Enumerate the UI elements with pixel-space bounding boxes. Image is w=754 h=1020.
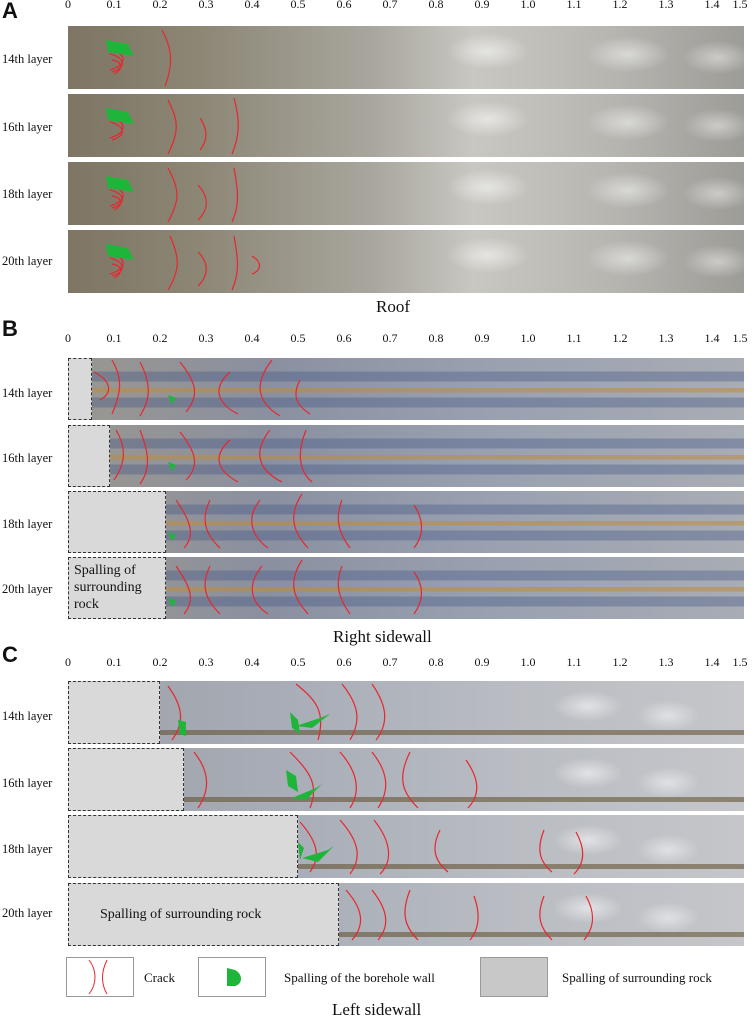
rock-spalling-area — [68, 815, 298, 878]
tick-label: 0.6 — [336, 0, 352, 11]
panel-title-roof: Roof — [376, 297, 410, 316]
tick-label: 0.9 — [474, 655, 490, 669]
tick-label: 1.0 — [520, 331, 536, 345]
layer-label: 16th layer — [2, 451, 53, 465]
tick-label: 0 — [65, 331, 71, 345]
tick-label: 0.8 — [428, 331, 444, 345]
tick-label: 0.6 — [336, 655, 352, 669]
tick-label: 1.3 — [658, 331, 674, 345]
tick-label: 0 — [65, 655, 71, 669]
tick-label: 0.6 — [336, 331, 352, 345]
legend-crack-swatch — [66, 957, 134, 997]
layer-label: 14th layer — [2, 52, 53, 66]
rock-spalling-area — [68, 748, 184, 811]
tick-label: 0.7 — [382, 655, 398, 669]
tick-label: 1.0 — [520, 0, 536, 11]
tick-label: 1.0 — [520, 655, 536, 669]
tick-label: 0.7 — [382, 0, 398, 11]
layer-label: 18th layer — [2, 517, 53, 531]
layer-label: 20th layer — [2, 906, 53, 920]
spalling-annotation: Spalling of surrounding rock — [74, 563, 142, 612]
crack-icon — [88, 959, 108, 995]
tick-label: 0.5 — [290, 0, 306, 11]
legend-rock-label: Spalling of surrounding rock — [562, 970, 712, 985]
tick-label: 0.2 — [152, 655, 168, 669]
tick-label: 0.2 — [152, 0, 168, 11]
tick-label: 0 — [65, 0, 71, 11]
tick-label: 1.4 — [704, 655, 720, 669]
tick-label: 0.5 — [290, 655, 306, 669]
panel-title-right-sidewall: Right sidewall — [333, 627, 432, 646]
tick-label: 1.2 — [612, 655, 628, 669]
rock-spalling-area — [68, 557, 166, 619]
tick-label: 1.4 — [704, 0, 720, 11]
layer-label: 14th layer — [2, 386, 53, 400]
panel-label-a: A — [2, 0, 18, 23]
tick-label: 0.4 — [244, 0, 260, 11]
tick-label: 0.1 — [106, 331, 122, 345]
tick-label: 1.1 — [566, 655, 582, 669]
tick-label: 0.9 — [474, 0, 490, 11]
rock-spalling-area — [68, 883, 339, 946]
borehole-image-left-14 — [68, 681, 744, 744]
tick-label: 1.1 — [566, 0, 582, 11]
panel-title-left-sidewall: Left sidewall — [332, 1000, 422, 1019]
spalling-annotation: Spalling of surrounding rock — [100, 907, 262, 922]
tick-label: 0.5 — [290, 331, 306, 345]
layer-label: 18th layer — [2, 187, 53, 201]
borehole-image-right-20 — [68, 557, 744, 619]
borehole-image-right-16 — [68, 425, 744, 487]
x-axis-roof: 0 0.1 0.2 0.3 0.4 0.5 0.6 0.7 0.8 0.9 1.… — [0, 0, 754, 17]
tick-label: 0.4 — [244, 331, 260, 345]
tick-label: 1.1 — [566, 331, 582, 345]
tick-label: 0.3 — [198, 655, 214, 669]
layer-label: 18th layer — [2, 842, 53, 856]
tick-label: 1.5 — [732, 655, 748, 669]
x-axis-left-sidewall: 0 0.1 0.2 0.3 0.4 0.5 0.6 0.7 0.8 0.9 1.… — [0, 655, 754, 675]
tick-label: 1.3 — [658, 0, 674, 11]
rock-spalling-area — [68, 681, 160, 744]
layer-label: 16th layer — [2, 776, 53, 790]
borehole-image-right-18 — [68, 491, 744, 553]
tick-label: 0.1 — [106, 655, 122, 669]
borehole-spalling-icon — [227, 968, 241, 986]
layer-label: 16th layer — [2, 120, 53, 134]
borehole-image-right-14 — [68, 358, 744, 420]
panel-label-b: B — [2, 316, 18, 341]
tick-label: 1.3 — [658, 655, 674, 669]
tick-label: 0.7 — [382, 331, 398, 345]
borehole-image-roof-20 — [68, 230, 744, 293]
rock-spalling-area — [68, 358, 92, 420]
tick-label: 0.8 — [428, 0, 444, 11]
rock-spalling-area — [68, 491, 166, 553]
layer-label: 14th layer — [2, 709, 53, 723]
rock-spalling-area — [68, 425, 110, 487]
tick-label: 0.9 — [474, 331, 490, 345]
legend-borehole-label: Spalling of the borehole wall — [284, 970, 435, 985]
tick-label: 0.2 — [152, 331, 168, 345]
borehole-image-roof-16 — [68, 94, 744, 157]
tick-label: 0.8 — [428, 655, 444, 669]
borehole-image-roof-14 — [68, 26, 744, 89]
legend-crack-label: Crack — [144, 970, 176, 985]
panel-label-c: C — [2, 642, 18, 667]
legend-borehole-swatch — [198, 957, 266, 997]
tick-label: 0.3 — [198, 0, 214, 11]
tick-label: 1.2 — [612, 0, 628, 11]
borehole-image-roof-18 — [68, 162, 744, 225]
tick-label: 0.3 — [198, 331, 214, 345]
tick-label: 1.4 — [704, 331, 720, 345]
x-axis-right-sidewall: 0 0.1 0.2 0.3 0.4 0.5 0.6 0.7 0.8 0.9 1.… — [0, 331, 754, 351]
layer-label: 20th layer — [2, 582, 53, 596]
tick-label: 1.2 — [612, 331, 628, 345]
legend-rock-swatch — [480, 957, 548, 997]
tick-label: 1.5 — [732, 331, 748, 345]
tick-label: 1.5 — [732, 0, 748, 11]
layer-label: 20th layer — [2, 254, 53, 268]
tick-label: 0.4 — [244, 655, 260, 669]
tick-label: 0.1 — [106, 0, 122, 11]
